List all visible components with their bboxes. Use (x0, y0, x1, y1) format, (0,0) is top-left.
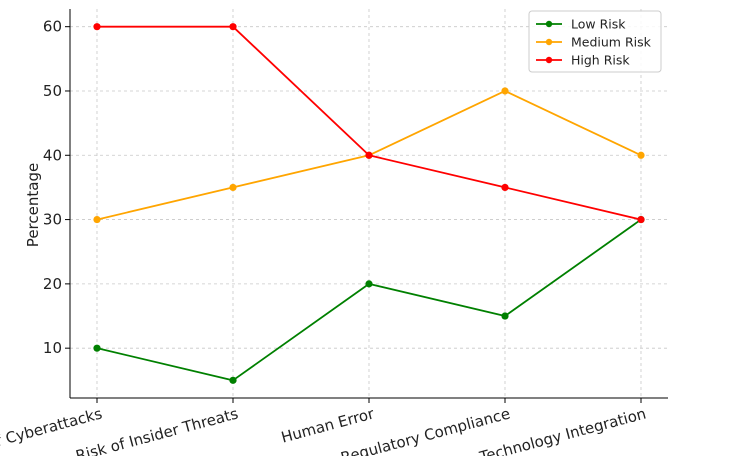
series-group (93, 23, 645, 384)
y-axis-title: Percentage (24, 163, 42, 247)
legend-marker-high-risk (545, 56, 553, 64)
y-tick-label: 50 (43, 82, 62, 100)
data-point-medium-risk (501, 87, 509, 95)
data-point-low-risk (229, 376, 237, 384)
data-point-medium-risk (637, 151, 645, 159)
x-tick-label: Human Error (279, 404, 377, 446)
y-tick-label: 20 (43, 275, 62, 293)
data-point-low-risk (501, 312, 509, 320)
legend-label-medium-risk: Medium Risk (571, 35, 652, 50)
data-point-high-risk (365, 151, 373, 159)
legend-box (528, 10, 662, 73)
legend-marker-low-risk (545, 20, 553, 28)
data-point-high-risk (637, 215, 645, 224)
y-tick-label: 60 (43, 18, 62, 36)
data-point-high-risk (229, 23, 237, 31)
data-point-medium-risk (229, 183, 237, 192)
data-point-low-risk (93, 344, 101, 352)
y-tick-label: 40 (43, 146, 62, 164)
legend-marker-medium-risk (545, 38, 553, 46)
legend-label-low-risk: Low Risk (571, 17, 626, 32)
data-point-low-risk (365, 280, 373, 288)
data-point-medium-risk (93, 215, 101, 224)
legend: Low Risk Medium Risk High Risk (528, 10, 662, 73)
legend-label-high-risk: High Risk (571, 53, 630, 68)
data-point-high-risk (501, 183, 509, 192)
y-tick-label: 30 (43, 211, 62, 229)
y-ticks: 10 20 30 40 50 60 (43, 18, 70, 357)
y-tick-label: 10 (43, 339, 62, 357)
data-point-high-risk (93, 23, 101, 31)
